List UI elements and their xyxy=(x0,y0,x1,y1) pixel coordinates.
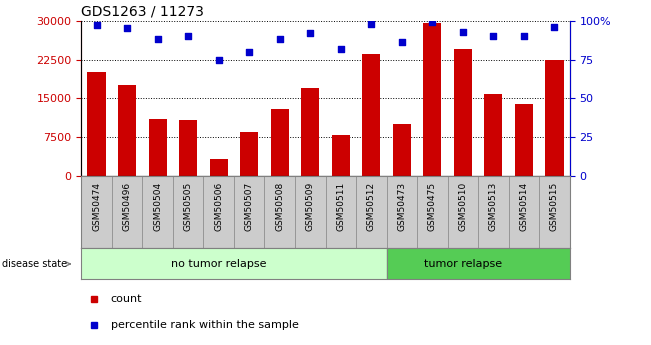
Point xyxy=(458,29,468,34)
Text: GSM50513: GSM50513 xyxy=(489,182,498,231)
Bar xyxy=(484,94,503,176)
Point xyxy=(305,30,316,36)
Bar xyxy=(423,23,441,176)
Text: count: count xyxy=(111,294,142,304)
Bar xyxy=(81,248,387,279)
Bar xyxy=(454,49,472,176)
Text: disease state: disease state xyxy=(1,259,70,269)
Point xyxy=(519,33,529,39)
Text: GSM50508: GSM50508 xyxy=(275,182,284,231)
Point xyxy=(275,37,285,42)
Bar xyxy=(240,132,258,176)
Bar xyxy=(271,109,289,176)
Text: GSM50511: GSM50511 xyxy=(337,182,345,231)
Point xyxy=(488,33,499,39)
Point xyxy=(244,49,255,55)
Point xyxy=(427,20,437,25)
Text: GSM50505: GSM50505 xyxy=(184,182,193,231)
Text: GSM50504: GSM50504 xyxy=(153,182,162,231)
Text: GSM50509: GSM50509 xyxy=(306,182,314,231)
Bar xyxy=(179,120,197,176)
Text: GSM50507: GSM50507 xyxy=(245,182,254,231)
Text: GSM50496: GSM50496 xyxy=(122,182,132,231)
Text: GSM50474: GSM50474 xyxy=(92,182,101,231)
Text: GSM50512: GSM50512 xyxy=(367,182,376,231)
Text: GSM50515: GSM50515 xyxy=(550,182,559,231)
Point xyxy=(91,23,102,28)
Text: tumor relapse: tumor relapse xyxy=(424,259,502,269)
Bar xyxy=(393,124,411,176)
Bar xyxy=(118,86,136,176)
Point xyxy=(122,26,132,31)
Bar xyxy=(148,119,167,176)
Bar xyxy=(301,88,320,176)
Point xyxy=(396,40,407,45)
Text: GSM50475: GSM50475 xyxy=(428,182,437,231)
Point xyxy=(335,46,346,51)
Bar xyxy=(210,159,228,176)
Bar xyxy=(331,135,350,176)
Text: no tumor relapse: no tumor relapse xyxy=(171,259,266,269)
Text: GDS1263 / 11273: GDS1263 / 11273 xyxy=(81,4,204,18)
Bar xyxy=(362,55,380,176)
Bar xyxy=(545,60,564,176)
Text: GSM50514: GSM50514 xyxy=(519,182,529,231)
Text: GSM50473: GSM50473 xyxy=(397,182,406,231)
Point xyxy=(183,33,193,39)
Bar xyxy=(387,248,570,279)
Point xyxy=(366,21,376,27)
Text: GSM50510: GSM50510 xyxy=(458,182,467,231)
Text: percentile rank within the sample: percentile rank within the sample xyxy=(111,321,299,330)
Point xyxy=(549,24,560,30)
Point xyxy=(152,37,163,42)
Bar xyxy=(87,72,105,176)
Point xyxy=(214,57,224,62)
Text: GSM50506: GSM50506 xyxy=(214,182,223,231)
Bar xyxy=(515,104,533,176)
